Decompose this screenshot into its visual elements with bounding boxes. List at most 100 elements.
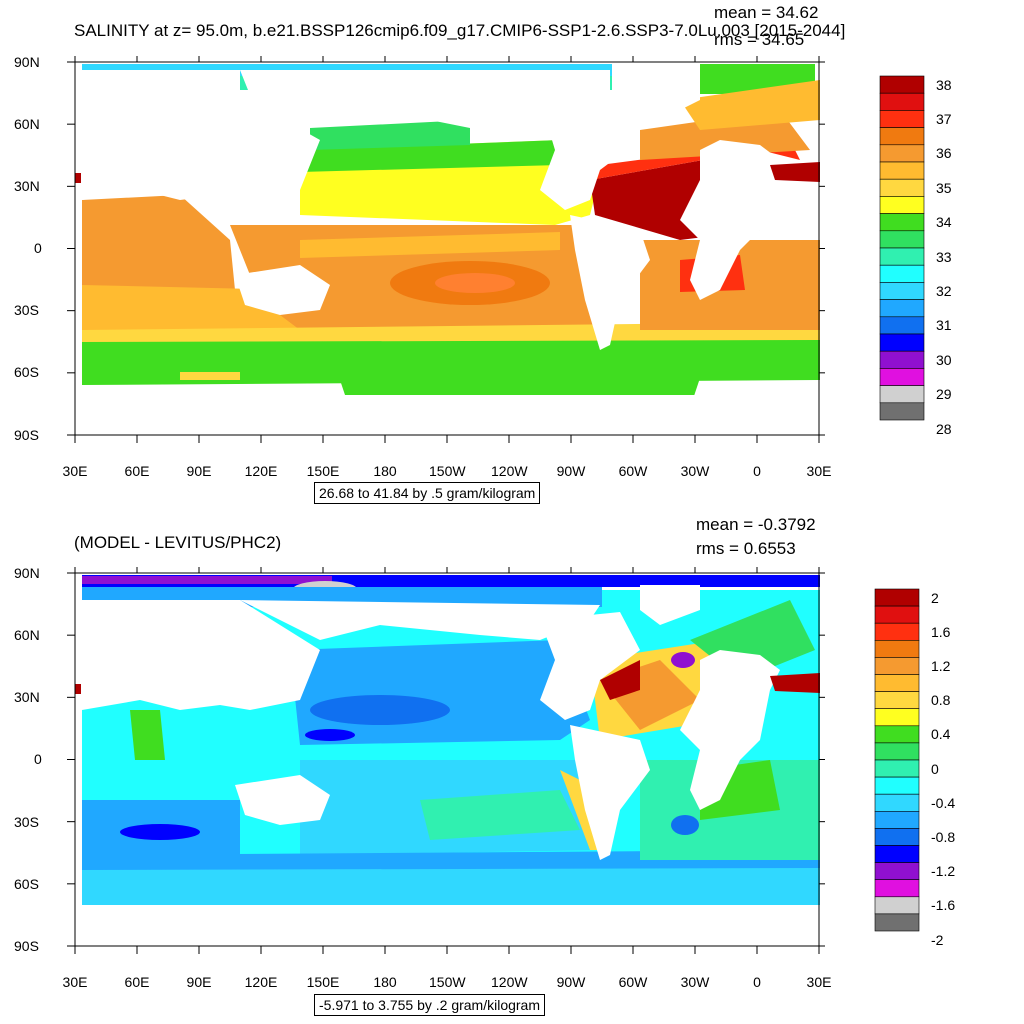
colorbar-swatch [879,402,925,421]
lon-label: 0 [753,463,761,479]
colorbar-label: 36 [936,145,952,162]
colorbar-label: 28 [936,420,952,437]
colorbar-label: -1.6 [931,897,956,914]
colorbar-swatch [874,828,920,846]
lon-label: 60E [124,974,150,990]
colorbar-swatch [874,913,920,932]
diff-south-america-land [570,725,650,860]
colorbar-label: -1.2 [931,863,956,880]
colorbar-swatch [874,759,920,778]
colorbar-label: 33 [936,248,952,265]
colorbar-swatch [874,742,920,761]
antarctica-land [82,395,820,435]
australia-land [235,265,330,315]
panel1-rms: rms = 34.65 [714,30,805,49]
lon-label: 180 [373,974,397,990]
panel2-map-area [67,567,825,954]
colorbar-swatch [874,725,920,744]
lon-label: 120W [491,974,528,990]
colorbar-swatch [874,862,920,880]
lon-label: 90W [556,974,586,990]
south-america-land [570,215,650,350]
lon-label: 150E [306,463,340,479]
colorbar-label: 2 [931,589,939,606]
colorbar-label: 0 [931,760,939,777]
colorbar-swatch [874,845,920,863]
colorbar-label: 0.4 [931,726,951,743]
panel2-rms: rms = 0.6553 [696,539,796,558]
p2-lat-90s: 90S [14,938,39,954]
eurasia-land [80,60,320,200]
panel1-colorbar [879,75,925,421]
southern-ocean [82,340,820,385]
colorbar-swatch [874,605,920,624]
p1-lat-60s: 60S [14,364,39,380]
north-america-land [540,100,640,210]
diff-eurasia-land [82,600,320,710]
lon-label: 90E [186,974,212,990]
p2-lat-30s: 30S [14,814,39,830]
panel1-mean: mean = 34.62 [714,3,819,22]
colorbar-label: 0.8 [931,692,951,709]
colorbar-label: 31 [936,317,952,334]
colorbar-swatch [874,793,920,812]
lon-label: 150E [306,974,340,990]
p2-lat-60s: 60S [14,876,39,892]
lon-label: 30E [806,463,832,479]
colorbar-swatch [874,896,920,915]
lon-label: 90W [556,463,586,479]
colorbar-label: 34 [936,214,952,231]
greenland-land [640,70,700,120]
p1-lat-30n: 30N [14,178,40,194]
p2-lat-90n: 90N [14,565,40,581]
colorbar-label: 29 [936,386,952,403]
colorbar-label: 30 [936,351,952,368]
lon-label: 0 [753,974,761,990]
colorbar-swatch [874,639,920,658]
africa-land [680,140,780,300]
p2-lat-60n: 60N [14,627,40,643]
colorbar-swatch [874,708,920,727]
colorbar-label: 38 [936,76,952,93]
colorbar-label: -0.4 [931,794,956,811]
lon-label: 120E [244,463,278,479]
panel2-title: (MODEL - LEVITUS/PHC2) [74,533,282,552]
lon-label: 60E [124,463,150,479]
colorbar-label: 1.6 [931,623,951,640]
lon-label: 60W [618,463,648,479]
p1-lat-60n: 60N [14,116,40,132]
lon-label: 60W [618,974,648,990]
p1-lat-90n: 90N [14,54,40,70]
lon-label: 30E [806,974,832,990]
lon-label: 30E [62,974,88,990]
colorbar-label: -0.8 [931,828,956,845]
lon-label: 180 [373,463,397,479]
colorbar-label: -2 [931,931,944,948]
p1-lat-30s: 30S [14,302,39,318]
colorbar-swatch [874,691,920,709]
lon-label: 30W [680,974,710,990]
lon-label: 30W [680,463,710,479]
p1-lat-90s: 90S [14,427,39,443]
diff-africa-land [680,650,780,810]
panel1-range-label: 26.68 to 41.84 by .5 gram/kilogram [314,482,541,504]
p2-lat-30n: 30N [14,689,40,705]
colorbar-swatch [874,776,920,795]
colorbar-swatch [874,588,920,607]
panel2-colorbar [874,588,920,932]
p2-lat-0: 0 [34,751,42,767]
colorbar-swatch [874,622,920,641]
colorbar-label: 1.2 [931,657,951,674]
diff-north-america-land [540,612,640,720]
panel1-title: SALINITY at z= 95.0m, b.e21.BSSP126cmip6… [74,21,846,40]
colorbar-label: 35 [936,179,952,196]
panel1-map-area [67,56,825,443]
colorbar-swatch [874,810,920,829]
lon-label: 30E [62,463,88,479]
colorbar-swatch [874,674,920,692]
colorbar-swatch [874,657,920,675]
diff-australia-land [235,775,330,825]
indian-ocean [82,195,235,300]
